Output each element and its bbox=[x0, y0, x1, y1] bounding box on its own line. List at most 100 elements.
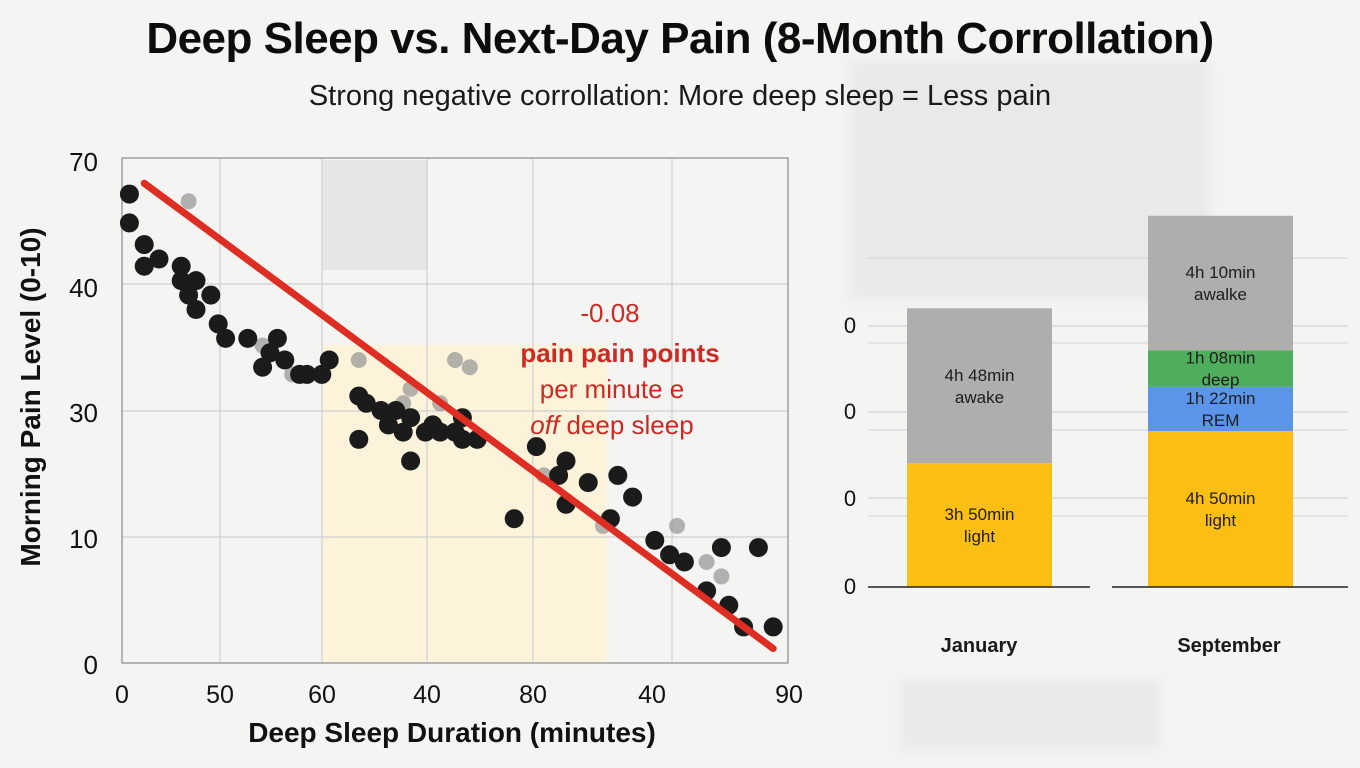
y-axis-title: Morning Pain Level (0-10) bbox=[15, 227, 46, 566]
data-point bbox=[260, 343, 280, 363]
data-point bbox=[179, 285, 199, 305]
bar-segment-label: 4h 50min bbox=[1186, 489, 1256, 508]
y-tick-label: 30 bbox=[69, 398, 98, 428]
page-title: Deep Sleep vs. Next-Day Pain (8-Month Co… bbox=[146, 14, 1214, 63]
bar-segment-label: light bbox=[964, 527, 995, 546]
annotation-value: -0.08 bbox=[580, 298, 639, 328]
data-point bbox=[171, 256, 191, 276]
data-point bbox=[608, 465, 628, 485]
bar-segment-awake bbox=[1148, 215, 1293, 351]
data-point bbox=[349, 429, 369, 449]
annotation-line-1: pain pain points bbox=[520, 338, 719, 368]
bar-segment-REM bbox=[1148, 386, 1293, 431]
data-point bbox=[386, 401, 406, 420]
scatter-x-ticks: 0 50 60 40 80 40 90 bbox=[115, 681, 803, 709]
data-point bbox=[267, 328, 287, 348]
data-point bbox=[312, 364, 332, 384]
bar-segment-label: 3h 50min bbox=[945, 505, 1015, 524]
category-label-january: January bbox=[941, 635, 1019, 657]
faded-data-point bbox=[461, 359, 478, 376]
data-point bbox=[452, 429, 472, 449]
stacked-y-ticks: 0 0 0 0 bbox=[844, 313, 856, 599]
bar-segment-awake bbox=[907, 308, 1052, 464]
faded-data-point bbox=[669, 517, 685, 534]
bar-segment-label: light bbox=[1205, 511, 1236, 530]
stacked-bars: 3h 50min light 4h 48min awake 4h 50min light 1… bbox=[907, 215, 1293, 587]
bar-segment-label: 4h 10min bbox=[1186, 263, 1256, 282]
data-point bbox=[201, 285, 221, 305]
data-point bbox=[549, 465, 569, 485]
bar-segment-label: REM bbox=[1202, 411, 1240, 430]
bg-shade-grey bbox=[322, 160, 427, 270]
y-tick-label: 10 bbox=[69, 524, 98, 554]
annotation-line-3-italic: off bbox=[530, 410, 562, 440]
scatter-y-ticks: 70 40 30 10 0 bbox=[69, 147, 98, 680]
y-tick-label: 0 bbox=[84, 650, 98, 680]
data-point bbox=[378, 415, 398, 435]
bar-segment-light bbox=[1148, 430, 1293, 587]
data-point bbox=[393, 422, 413, 442]
data-point bbox=[401, 451, 421, 471]
bar-segment-label: 1h 08min bbox=[1186, 349, 1256, 368]
bar-segment-label: awalke bbox=[1194, 285, 1247, 304]
data-point bbox=[186, 300, 206, 319]
data-point bbox=[119, 184, 139, 204]
stacked-y-tick-label: 0 bbox=[844, 486, 856, 511]
data-point bbox=[623, 487, 643, 507]
x-tick-label: 0 bbox=[115, 681, 129, 709]
data-point bbox=[208, 314, 228, 334]
data-point bbox=[371, 401, 391, 420]
data-point bbox=[401, 408, 421, 428]
x-tick-label: 90 bbox=[775, 681, 803, 709]
faded-data-point bbox=[350, 352, 367, 368]
x-tick-label: 40 bbox=[413, 681, 441, 709]
data-point bbox=[119, 213, 139, 233]
data-point bbox=[526, 437, 546, 457]
faded-data-point bbox=[713, 568, 730, 585]
data-point bbox=[504, 509, 524, 529]
data-point bbox=[134, 235, 154, 255]
data-point bbox=[134, 256, 154, 276]
bar-segment-label: deep bbox=[1202, 371, 1240, 390]
data-point bbox=[275, 350, 295, 370]
data-point bbox=[297, 364, 317, 384]
scatter-points bbox=[119, 184, 783, 637]
bar-segment-light bbox=[907, 463, 1052, 587]
data-point bbox=[238, 328, 258, 348]
data-point bbox=[216, 328, 236, 348]
data-point bbox=[171, 271, 191, 291]
data-point bbox=[149, 249, 169, 269]
y-tick-label: 40 bbox=[69, 273, 98, 303]
y-tick-label: 70 bbox=[69, 147, 98, 177]
data-point bbox=[319, 350, 339, 370]
stacked-y-tick-label: 0 bbox=[844, 399, 856, 424]
data-point bbox=[430, 422, 450, 442]
page-subtitle: Strong negative corrollation: More deep … bbox=[308, 80, 1052, 112]
stacked-y-tick-label: 0 bbox=[844, 574, 856, 599]
bar-segment-label: 1h 22min bbox=[1186, 389, 1256, 408]
stacked-y-tick-label: 0 bbox=[844, 313, 856, 338]
data-point bbox=[556, 451, 576, 471]
data-point bbox=[578, 473, 598, 493]
faded-data-point bbox=[698, 554, 715, 570]
category-label-september: September bbox=[1177, 635, 1281, 657]
data-point bbox=[356, 393, 376, 413]
bar-segment-label: 4h 48min bbox=[945, 366, 1015, 385]
slope-annotation: -0.08 pain pain points per minute e off … bbox=[520, 298, 719, 440]
data-point bbox=[645, 530, 665, 550]
annotation-line-3: off deep sleep bbox=[530, 410, 693, 440]
faded-data-point bbox=[180, 193, 197, 210]
trend-line bbox=[140, 179, 777, 653]
x-axis-title: Deep Sleep Duration (minutes) bbox=[248, 717, 656, 748]
bar-segment-deep bbox=[1148, 350, 1293, 387]
data-point bbox=[711, 538, 731, 558]
background-blur-panel-bottom bbox=[900, 680, 1160, 750]
data-point bbox=[253, 357, 273, 377]
faded-data-point bbox=[447, 352, 463, 368]
annotation-line-2: per minute e bbox=[540, 374, 685, 404]
x-tick-label: 80 bbox=[519, 681, 547, 709]
annotation-line-3-rest: deep sleep bbox=[566, 410, 693, 440]
x-tick-label: 60 bbox=[308, 681, 336, 709]
bar-segment-label: awake bbox=[955, 388, 1004, 407]
